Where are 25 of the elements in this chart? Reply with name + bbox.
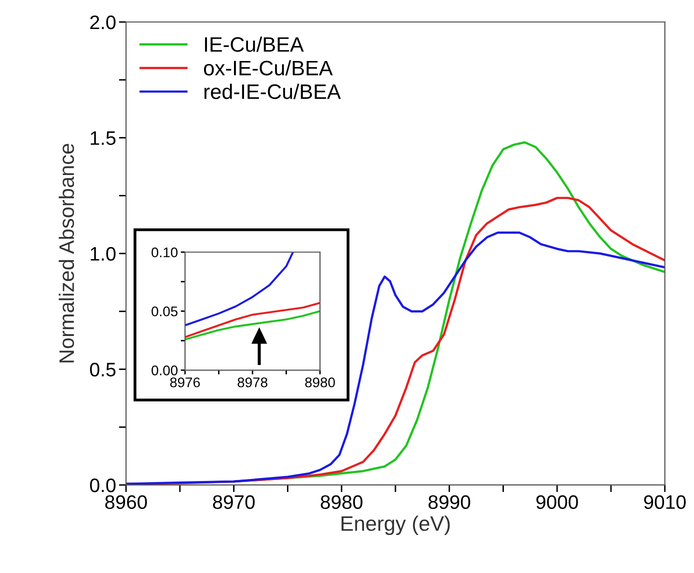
y-tick-label: 1.0 (90, 246, 116, 261)
y-tick-label: 0.05 (152, 306, 178, 316)
line-series (185, 302, 320, 338)
y-tick-label: 0.0 (90, 478, 116, 492)
x-tick-label: 8960 (105, 495, 147, 509)
y-tick-label: 0.5 (90, 362, 116, 376)
y-axis-title: Normalized Absorbance (58, 144, 74, 362)
x-tick-label: 8978 (238, 377, 268, 388)
x-tick-label: 8980 (305, 377, 335, 388)
y-tick-label: 2.0 (90, 15, 116, 30)
y-tick-label: 0.00 (152, 365, 178, 376)
legend-label: ox-IE-Cu/BEA (204, 60, 333, 76)
legend-label: red-IE-Cu/BEA (204, 84, 341, 100)
x-tick-label: 8970 (213, 495, 255, 509)
legend-label: IE-Cu/BEA (205, 36, 304, 52)
x-tick-label: 8976 (170, 377, 200, 388)
y-tick-label: 1.5 (90, 131, 116, 145)
y-tick-label: 0.10 (152, 247, 178, 258)
x-tick-label: 8990 (428, 495, 470, 509)
x-tick-label: 9010 (644, 495, 686, 509)
x-tick-label: 9000 (536, 495, 578, 509)
x-axis-title: Energy (eV) (342, 516, 450, 536)
line-series (185, 310, 320, 340)
line-series (185, 252, 294, 326)
x-tick-label: 8980 (320, 495, 362, 509)
